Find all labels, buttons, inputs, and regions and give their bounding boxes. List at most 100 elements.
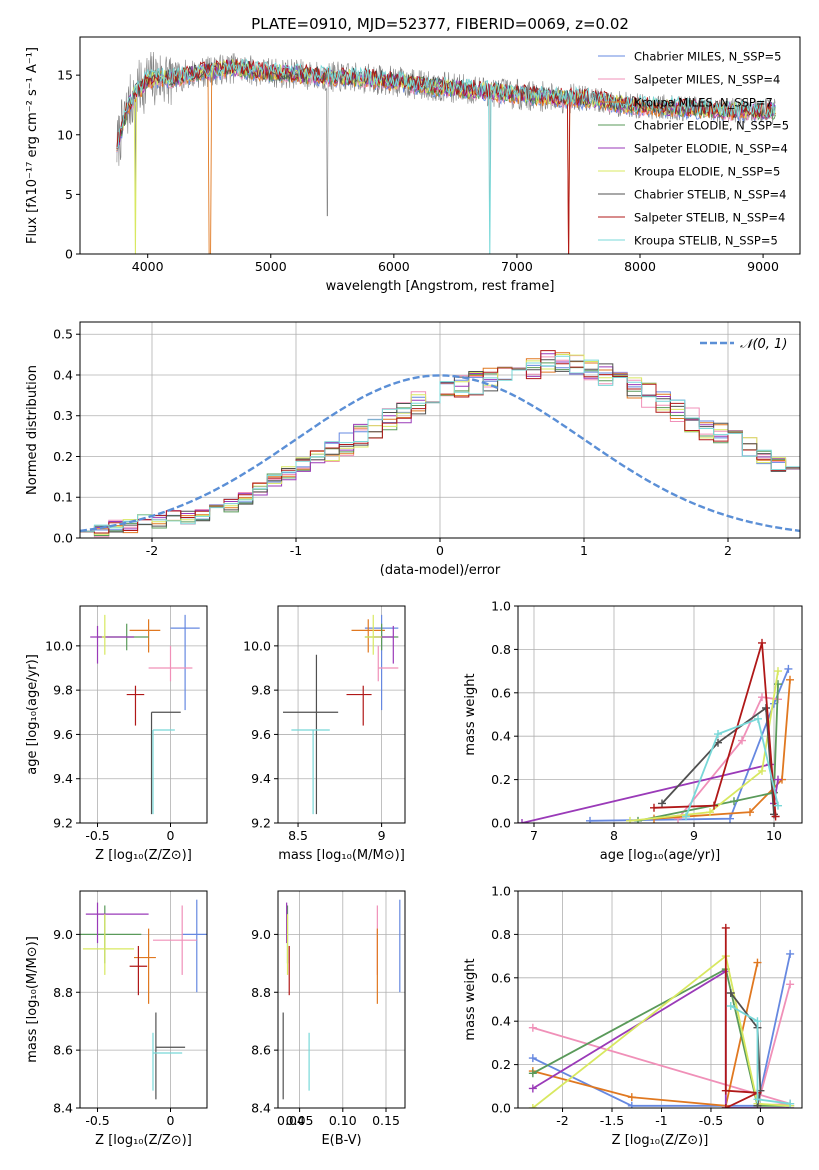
y-tick-label: 8.6 [251,1043,271,1058]
y-tick-label: 9.6 [251,727,271,742]
legend-label: Salpeter MILES, N_SSP=4 [634,73,780,87]
x-tick-label: 2 [724,543,732,558]
y-tick-label: 8.4 [53,1101,73,1116]
error-bar-point [170,614,200,711]
mass-weight-marker [726,988,735,997]
x-tick-label: 0 [436,543,444,558]
x-tick-label: -0.5 [699,1113,723,1128]
residual-histogram-step [80,350,800,538]
mass-weight-marker [721,1104,730,1108]
mass-weight-series-line [532,967,791,1107]
axes-age_vs_mass: 8.5 9 9.2 9.4 9.6 9.8 10.0 mass [log₁₀(M/M⊙)] [243,605,406,863]
y-axis-label: age [log₁₀(age/yr)] [25,654,40,775]
mass-weight-marker [753,1017,762,1026]
y-tick-label: 9.8 [53,683,73,698]
legend-label: Chabrier MILES, N_SSP=5 [634,50,781,64]
plot-area-age_vs_mass [283,614,399,815]
y-tick-label: 0.8 [491,642,511,657]
x-tick-label: 8 [610,828,618,843]
mass-weight-series-line [724,927,761,1108]
mass-weight-marker [753,958,762,967]
mass-weight-marker [771,812,780,821]
y-axis-label: Flux [fλ10⁻¹⁷ erg cm⁻² s⁻¹ A⁻¹] [25,47,40,244]
x-tick-label: 7 [530,828,538,843]
mass-weight-series-line [629,670,779,822]
mass-weight-marker [786,949,795,958]
y-tick-label: 8.8 [53,985,73,1000]
mass-weight-series-line [653,679,791,820]
x-tick-label: 9000 [747,259,779,274]
error-bar-point [152,729,175,815]
mass-weight-series-line [532,953,791,1107]
x-axis-label: age [log₁₀(age/yr)] [600,848,721,863]
legend-label: Salpeter STELIB, N_SSP=4 [634,211,785,225]
legend-label: 𝒩(0, 1) [740,337,787,352]
legend-label: Kroupa STELIB, N_SSP=5 [634,234,778,248]
y-tick-label: 0.0 [491,1101,511,1116]
axes-massweight_vs_Z: -2 -1.5 -1 -0.5 0 0.0 0.2 0.4 0.6 0.8 1.0 Z [log₁₀(… [463,884,803,1148]
mass-weight-marker [786,675,794,684]
axes-frame [517,605,803,824]
x-tick-label: 9 [690,828,698,843]
y-tick-label: 0.0 [53,531,73,546]
mass-weight-series-line [730,1005,791,1105]
x-axis-label: Z [log₁₀(Z/Z⊙)] [95,848,192,863]
y-tick-label: 0.4 [491,729,511,744]
mass-weight-series-line [730,992,762,1106]
mass-weight-marker [726,814,734,823]
residual-histogram-step [80,359,800,538]
x-axis-label: wavelength [Angstrom, rest frame] [326,279,555,294]
plot-area-massweight_vs_age [518,638,794,823]
x-tick-label: 0 [756,1113,764,1128]
y-tick-label: 10.0 [45,638,73,653]
mass-weight-series-line [661,706,775,815]
residual-histogram-step [80,355,800,538]
x-tick-label: 0.10 [329,1113,357,1128]
y-axis-label: mass weight [463,958,478,1040]
legend-label: Chabrier ELODIE, N_SSP=5 [634,119,789,133]
legend-label: Kroupa ELODIE, N_SSP=5 [634,165,780,179]
error-bar-point [129,945,148,996]
y-axis-label: mass weight [463,673,478,755]
axes-frame [517,890,803,1109]
mass-weight-marker [758,693,766,702]
y-tick-label: 15 [57,68,73,83]
error-bar-point [85,902,149,944]
x-axis-label: Z [log₁₀(Z/Z⊙)] [95,1133,192,1148]
y-tick-label: 5 [65,187,73,202]
legend: 𝒩(0, 1) [700,337,787,352]
y-tick-label: 0.4 [53,367,73,382]
y-tick-label: 10.0 [243,638,271,653]
mass-weight-marker [774,775,782,784]
axes-residuals: -2 -1 0 1 2 0.0 0.1 0.2 0.3 0.4 0.5 (data-model)/er… [25,321,801,578]
mass-weight-series-line [532,954,791,1108]
legend-label: Kroupa MILES, N_SSP=7 [634,96,773,110]
x-tick-label: 0.15 [372,1113,400,1128]
y-tick-label: 9.4 [251,771,271,786]
x-tick-label: 4000 [132,259,164,274]
axes-spectrum: 4000 5000 6000 7000 8000 9000 0 5 10 15 wavelength… [25,36,801,294]
error-bar-point [82,914,135,975]
plot-area-age_vs_Z [90,614,200,815]
y-tick-label: 0.6 [491,685,511,700]
y-tick-label: 9.6 [53,727,73,742]
figure-title: PLATE=0910, MJD=52377, FIBERID=0069, z=0… [251,15,629,33]
error-bar-point [90,625,135,664]
x-tick-label: 10 [766,828,782,843]
mass-weight-series-line [637,684,779,822]
y-tick-label: 0 [65,247,73,262]
y-tick-label: 9.2 [251,816,271,831]
mass-weight-marker [682,812,690,821]
y-tick-label: 0.2 [491,772,511,787]
error-bar-point [101,614,106,655]
x-axis-label: Z [log₁₀(Z/Z⊙)] [612,1133,709,1148]
axes-frame [79,36,801,255]
y-tick-label: 9.2 [53,816,73,831]
mass-weight-marker [786,1099,795,1108]
error-bar-point [155,1012,186,1100]
mass-weight-marker [528,1023,537,1032]
mass-weight-marker [650,803,658,812]
axes-frame [79,321,801,539]
residual-histogram-step [80,364,800,538]
